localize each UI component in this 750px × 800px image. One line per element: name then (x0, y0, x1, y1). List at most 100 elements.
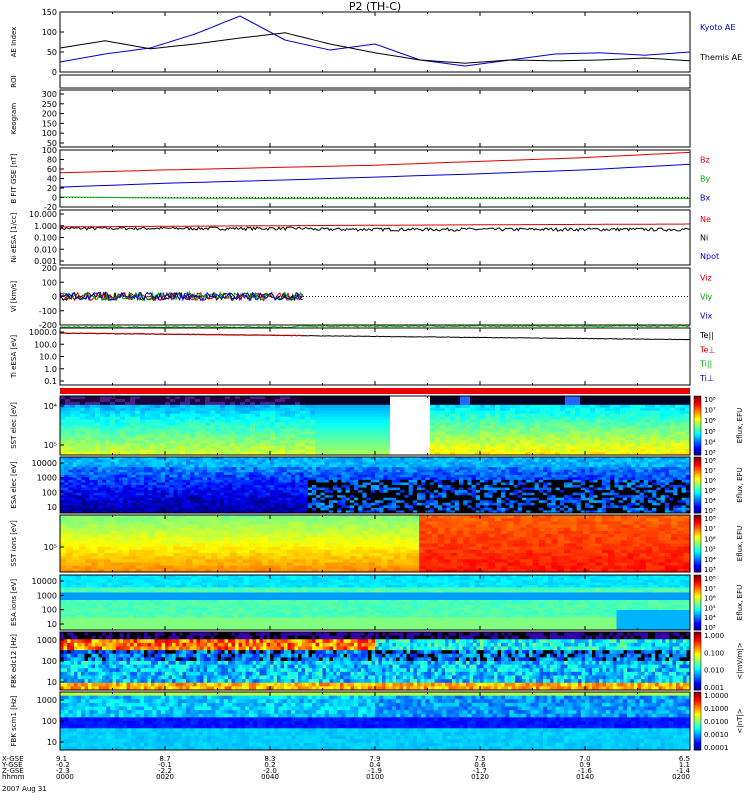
colorbar-esa-electron-frame (693, 456, 702, 514)
colorbar-esa-ion (694, 575, 701, 577)
tick-label: 0.0001 (704, 744, 729, 752)
colorbar-sst-electron (694, 421, 701, 424)
colorbar-esa-electron (694, 510, 701, 513)
tick-label: 10⁴ (44, 402, 57, 411)
tick-label: 10.0 (39, 353, 57, 362)
tick-label: 0.001 (704, 684, 724, 692)
colorbar-sst-electron (694, 453, 701, 456)
colorbar-esa-ion (694, 591, 701, 594)
tick-label: 10⁵ (704, 428, 716, 436)
tick-label: 250 (42, 100, 57, 109)
colorbar-fbk-b (694, 726, 701, 729)
colorbar-fbk-e (694, 687, 701, 690)
ae-series-line (59, 15, 691, 67)
colorbar-sst-ion (694, 532, 701, 535)
colorbar-label: Eflux, EFU (736, 467, 744, 502)
colorbar-sst-electron (694, 441, 701, 444)
tick-label: 0 (52, 68, 57, 77)
colorbar-sst-ion (694, 537, 701, 540)
colorbar-esa-ion (694, 608, 701, 610)
tick-label: 10⁶ (704, 595, 716, 603)
tick-label: 10⁷ (704, 407, 716, 415)
sst-ion-spectrogram (60, 515, 691, 573)
tick-label: 0 (52, 194, 57, 203)
colorbar-esa-ion (694, 576, 701, 579)
legend-entry: Te|| (699, 331, 714, 340)
ephemeris-row-label: Y-GSE (1, 761, 23, 769)
time-tick-label: 0020 (156, 773, 174, 781)
colorbar-sst-ion (694, 539, 701, 542)
colorbar-esa-ion (694, 602, 701, 605)
colorbar-label: Eflux, EFU (736, 585, 744, 620)
ephemeris-row-label: Z-GSE (2, 767, 24, 775)
tick-label: 10³ (704, 507, 716, 515)
colorbar-esa-ion (694, 599, 701, 602)
tick-label: 0.1 (44, 377, 57, 386)
colorbar-sst-electron (694, 403, 701, 406)
colorbar-sst-electron (694, 419, 701, 422)
colorbar-esa-ion (694, 613, 701, 616)
tick-label: 10⁸ (704, 575, 716, 583)
tick-label: 10.000 (29, 210, 57, 219)
colorbar-fbk-b (694, 719, 701, 722)
colorbar-fbk-b (694, 700, 701, 703)
tick-label: 200 (42, 264, 57, 273)
tick-label: 10⁸ (704, 515, 716, 523)
colorbar-fbk-e (694, 663, 701, 666)
colorbar-sst-electron (694, 425, 701, 428)
tick-label: -100 (39, 307, 57, 316)
ephemeris-x-value: 7.0 (579, 755, 590, 763)
tick-label: 150 (42, 8, 57, 17)
colorbar-fbk-b (694, 718, 701, 721)
ephemeris-x-value: 8.3 (264, 755, 275, 763)
colorbar-esa-electron (694, 486, 701, 489)
legend-entry: Viy (700, 293, 713, 302)
colorbar-sst-ion (694, 517, 701, 520)
colorbar-fbk-b (694, 748, 701, 751)
colorbar-fbk-b (694, 747, 701, 750)
colorbar-fbk-e (694, 658, 701, 661)
colorbar-label: Eflux, EFU (736, 408, 744, 443)
y-axis-label: SST ions [eV] (10, 520, 18, 567)
colorbar-esa-ion (694, 597, 701, 599)
colorbar-sst-ion (694, 553, 701, 556)
tick-label: 10⁸ (704, 457, 716, 465)
colorbar-sst-ion (694, 570, 701, 573)
colorbar-sst-ion (694, 536, 701, 539)
ephemeris-x-value: 7.9 (369, 755, 380, 763)
tick-label: 10⁴ (704, 497, 716, 505)
tick-label: 10⁴ (704, 556, 716, 564)
colorbar-sst-electron (694, 434, 701, 437)
colorbar-fbk-e (694, 675, 701, 678)
tick-label: 1.000 (34, 222, 57, 231)
colorbar-sst-electron (694, 418, 701, 421)
colorbar-sst-electron (694, 406, 701, 409)
colorbar-sst-electron (694, 429, 701, 432)
colorbar-sst-ion (694, 543, 701, 546)
colorbar-esa-ion (694, 601, 701, 603)
b-field-line (59, 163, 691, 188)
colorbar-esa-electron (694, 506, 701, 508)
y-axis-label: FBK edc12 [Hz] (10, 634, 18, 688)
ephemeris-z-value: -1.7 (473, 767, 487, 775)
ephemeris-z-value: -2.2 (158, 767, 172, 775)
colorbar-esa-electron (694, 482, 701, 485)
tick-label: 40 (47, 175, 57, 184)
colorbar-fbk-b-frame (693, 691, 702, 751)
colorbar-esa-ion (694, 603, 701, 606)
colorbar-fbk-b (694, 709, 701, 712)
colorbar-fbk-b (694, 742, 701, 745)
ephemeris-y-value: -0.1 (158, 761, 172, 769)
colorbar-esa-ion (694, 621, 701, 624)
ephemeris-y-value: -0.2 (56, 761, 70, 769)
colorbar-sst-electron (694, 410, 701, 413)
colorbar-esa-ion (694, 584, 701, 587)
colorbar-sst-ion (694, 549, 701, 552)
colorbar-fbk-e (694, 656, 701, 659)
colorbar-sst-electron (694, 396, 701, 398)
tick-label: 10⁵ (704, 546, 716, 554)
colorbar-esa-electron (694, 494, 701, 497)
tick-label: 0.010 (34, 245, 57, 254)
colorbar-sst-electron (694, 452, 701, 455)
temp-tell-line (59, 324, 691, 329)
